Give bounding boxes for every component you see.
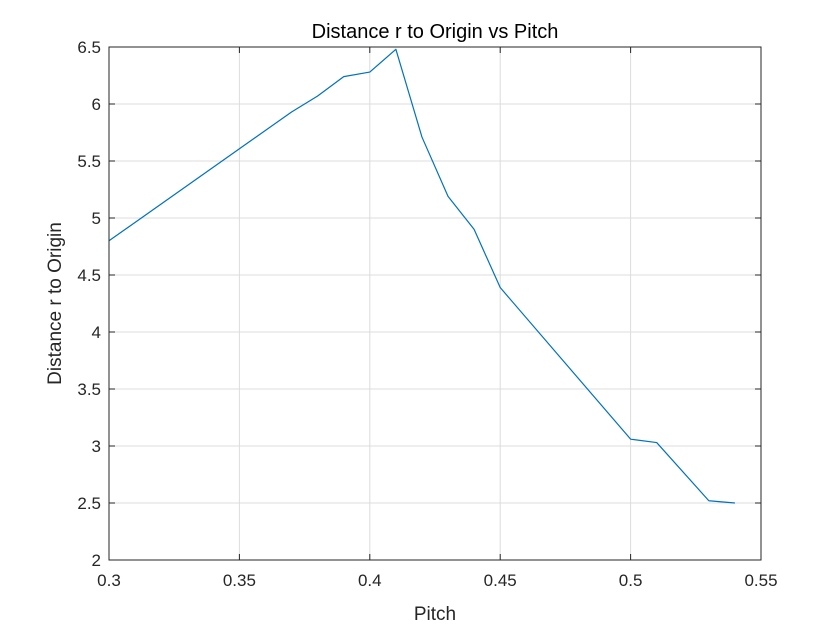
data-point bbox=[656, 442, 657, 443]
y-tick-label: 6.5 bbox=[77, 38, 101, 57]
axes-box bbox=[108, 46, 762, 561]
x-tick-label: 0.5 bbox=[619, 571, 643, 590]
data-point bbox=[291, 111, 292, 112]
y-tick-label: 2.5 bbox=[77, 494, 101, 513]
series-layer bbox=[108, 48, 735, 504]
y-tick-label: 5.5 bbox=[77, 152, 101, 171]
x-tick-label: 0.55 bbox=[744, 571, 777, 590]
y-tick-label: 5 bbox=[92, 209, 101, 228]
data-point bbox=[500, 287, 501, 288]
y-tick-label: 4.5 bbox=[77, 266, 101, 285]
grid bbox=[108, 46, 762, 561]
x-tick-label: 0.3 bbox=[97, 571, 121, 590]
data-point bbox=[395, 49, 396, 50]
series-line bbox=[108, 48, 735, 504]
x-tick-label: 0.4 bbox=[358, 571, 382, 590]
data-point bbox=[630, 439, 631, 440]
y-tick-label: 3.5 bbox=[77, 380, 101, 399]
y-tick-label: 4 bbox=[92, 323, 101, 342]
data-point bbox=[474, 229, 475, 230]
chart-title: Distance r to Origin vs Pitch bbox=[312, 21, 559, 43]
data-point bbox=[421, 136, 422, 137]
y-tick-label: 3 bbox=[92, 437, 101, 456]
data-point bbox=[708, 500, 709, 501]
y-axis-label: Distance r to Origin bbox=[45, 222, 66, 385]
y-tick-label: 2 bbox=[92, 551, 101, 570]
data-point bbox=[317, 95, 318, 96]
y-tick-label: 6 bbox=[92, 95, 101, 114]
data-point bbox=[369, 71, 370, 72]
x-axis-label: Pitch bbox=[414, 604, 456, 625]
x-tick-label: 0.45 bbox=[484, 571, 517, 590]
data-point bbox=[734, 502, 735, 503]
ticks: 0.3 0.35 0.4 0.45 0.5 0.55 2 2.5 3 3.5 4 4.5 5 5.5 6 6.… bbox=[77, 38, 777, 590]
data-point bbox=[447, 196, 448, 197]
data-point bbox=[343, 76, 344, 77]
x-tick-label: 0.35 bbox=[223, 571, 256, 590]
